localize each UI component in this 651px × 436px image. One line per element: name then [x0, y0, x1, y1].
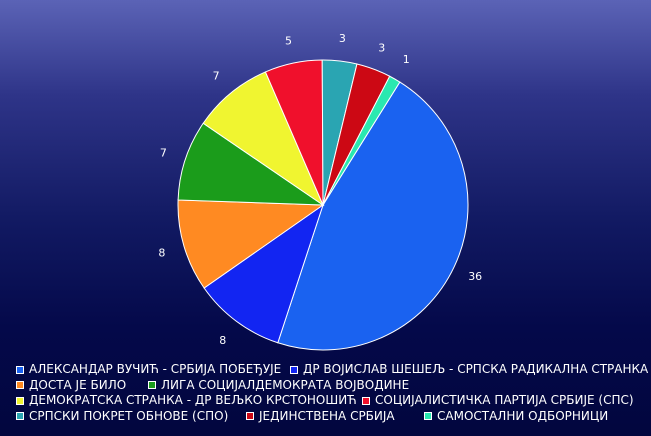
pie-value-label: 3: [339, 32, 346, 45]
pie-slice: [277, 81, 469, 351]
legend-label: АЛЕКСАНДАР ВУЧИЋ - СРБИЈА ПОБЕЂУЈЕ: [29, 362, 282, 376]
legend-label: САМОСТАЛНИ ОДБОРНИЦИ: [437, 408, 609, 423]
pie-slice: [177, 122, 325, 206]
legend: АЛЕКСАНДАР ВУЧИЋ - СРБИЈА ПОБЕЂУЈЕ ДР ВО…: [12, 362, 648, 424]
legend-swatch: [16, 381, 24, 390]
pie-value-label: 3: [378, 42, 385, 55]
legend-label: ЈЕДИНСТВЕНА СРБИЈА: [259, 408, 395, 423]
legend-item-js: ЈЕДИНСТВЕНА СРБИЈА: [246, 409, 395, 425]
pie-value-label: 5: [285, 35, 292, 48]
legend-label: ДР ВОЈИСЛАВ ШЕШЕЉ - СРПСКА РАДИКАЛНА СТР…: [303, 362, 649, 376]
legend-label: СОЦИЈАЛИСТИЧКА ПАРТИЈА СРБИЈЕ (СПС): [375, 393, 634, 407]
pie-value-label: 7: [160, 147, 167, 160]
legend-swatch: [424, 412, 432, 421]
legend-row: ДЕМОКРАТСКА СТРАНКА - ДР ВЕЉКО КРСТОНОШИ…: [12, 393, 648, 409]
pie-value-label: 7: [213, 69, 220, 82]
legend-item-ds: ДЕМОКРАТСКА СТРАНКА - ДР ВЕЉКО КРСТОНОШИ…: [16, 393, 357, 409]
pie-slices: [177, 59, 469, 351]
legend-label: ДЕМОКРАТСКА СТРАНКА - ДР ВЕЉКО КРСТОНОШИ…: [29, 393, 357, 407]
pie-value-label: 8: [219, 334, 226, 347]
pie-value-label: 1: [403, 53, 410, 66]
pie-slice: [177, 199, 325, 289]
legend-item-spo: СРПСКИ ПОКРЕТ ОБНОВЕ (СПО): [16, 409, 228, 425]
legend-item-dosta: ДОСТА ЈЕ БИЛО: [16, 378, 126, 394]
pie-value-labels: 36 8 8 7 7 5 3 3 1: [158, 32, 482, 347]
legend-swatch: [16, 412, 24, 421]
legend-item-seselj: ДР ВОЈИСЛАВ ШЕШЕЉ - СРПСКА РАДИКАЛНА СТР…: [290, 362, 648, 378]
legend-row: АЛЕКСАНДАР ВУЧИЋ - СРБИЈА ПОБЕЂУЈЕ ДР ВО…: [12, 362, 648, 378]
legend-swatch: [290, 365, 298, 374]
legend-row: ДОСТА ЈЕ БИЛО ЛИГА СОЦИЈАЛДЕМОКРАТА ВОЈВ…: [12, 378, 648, 394]
legend-swatch: [16, 365, 24, 374]
legend-item-lsv: ЛИГА СОЦИЈАЛДЕМОКРАТА ВОЈВОДИНЕ: [148, 378, 409, 394]
legend-label: ДОСТА ЈЕ БИЛО: [29, 377, 127, 392]
pie-value-label: 8: [158, 247, 165, 260]
legend-swatch: [362, 396, 370, 405]
legend-item-sps: СОЦИЈАЛИСТИЧКА ПАРТИЈА СРБИЈЕ (СПС): [362, 393, 634, 409]
legend-label: ЛИГА СОЦИЈАЛДЕМОКРАТА ВОЈВОДИНЕ: [161, 377, 410, 392]
legend-item-vucic: АЛЕКСАНДАР ВУЧИЋ - СРБИЈА ПОБЕЂУЈЕ: [16, 362, 281, 378]
pie-slice: [322, 75, 401, 206]
legend-swatch: [148, 381, 156, 390]
pie-slice: [202, 71, 325, 207]
pie-value-label: 36: [468, 270, 482, 283]
legend-item-samostalni: САМОСТАЛНИ ОДБОРНИЦИ: [424, 409, 608, 425]
pie-slice: [203, 203, 324, 344]
legend-swatch: [246, 412, 254, 421]
legend-swatch: [16, 396, 24, 405]
legend-row: СРПСКИ ПОКРЕТ ОБНОВЕ (СПО) ЈЕДИНСТВЕНА С…: [12, 409, 648, 425]
legend-label: СРПСКИ ПОКРЕТ ОБНОВЕ (СПО): [29, 408, 229, 423]
